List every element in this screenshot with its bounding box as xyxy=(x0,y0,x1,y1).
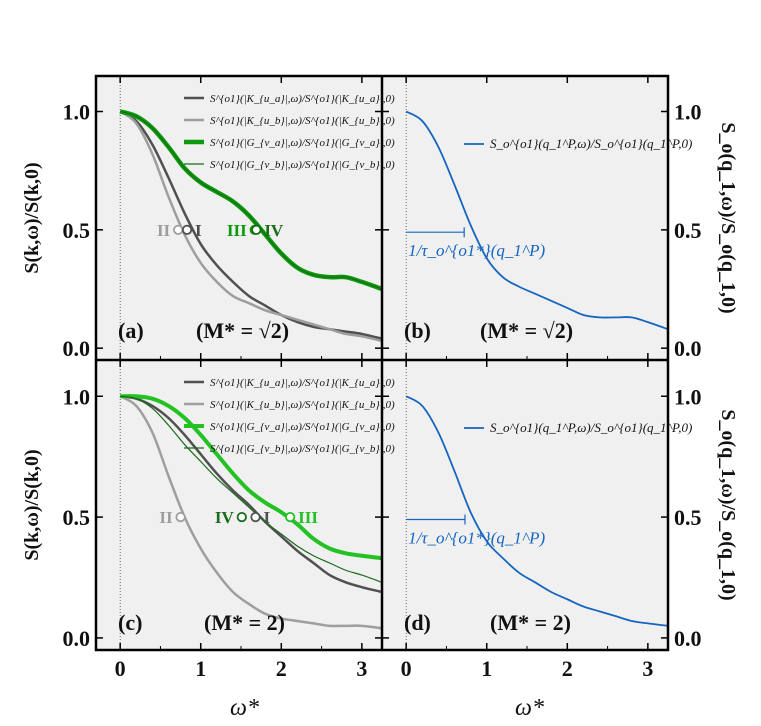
marker-label-IV: IV xyxy=(264,221,284,240)
x-tick-label: 3 xyxy=(356,656,367,681)
marker-label-II: II xyxy=(159,508,173,527)
x-tick-label: 0 xyxy=(115,656,126,681)
marker-circle-I xyxy=(250,511,261,523)
x-tick-label: 3 xyxy=(642,656,653,681)
legend-entry: S^{o1}(|G_{v_b}|,ω)/S^{o1}(|G_{v_b}|,0) xyxy=(210,159,395,171)
intervals: 1/τ_o^{o1*}(q_1^P) 1/τ_o^{o1*}(q_1^P) xyxy=(406,227,545,548)
series-line-0 xyxy=(119,395,382,594)
legend-entry: S^{o1}(|G_{v_b}|,ω)/S^{o1}(|G_{v_b}|,0) xyxy=(210,443,395,455)
legend-entry: S_o^{o1}(q_1^P,ω)/S_o^{o1}(q_1^P,0) xyxy=(490,136,692,151)
series-line-3 xyxy=(120,395,382,583)
curves xyxy=(119,109,668,630)
marker-circle-II xyxy=(175,511,186,523)
x-tick-label: 1 xyxy=(195,656,206,681)
y-tick-label-right: 1.0 xyxy=(674,384,702,409)
y-axis-label-bottom-left: S(k,ω)/S(k,0) xyxy=(21,449,43,560)
legend-entry: S^{o1}(|K_{u_a}|,ω)/S^{o1}(|K_{u_a}|,0) xyxy=(210,93,395,105)
series-line-1 xyxy=(119,110,382,343)
y-tick-label-left: 0.5 xyxy=(63,505,91,530)
panel-annotation-d: (M* = 2) xyxy=(490,610,571,635)
legends: S^{o1}(|K_{u_a}|,ω)/S^{o1}(|K_{u_a}|,0) S… xyxy=(184,93,692,455)
y-tick-label-left: 0.0 xyxy=(63,626,91,651)
legend-entry: S_o^{o1}(q_1^P,ω)/S_o^{o1}(q_1^P,0) xyxy=(490,420,692,435)
marker-circle-IV xyxy=(251,224,262,235)
x-tick-label: 1 xyxy=(481,656,492,681)
panel-curves xyxy=(405,110,668,331)
panel-label-b: (b) xyxy=(404,318,431,343)
legend-entry: S^{o1}(|K_{u_a}|,ω)/S^{o1}(|K_{u_a}|,0) xyxy=(210,377,395,389)
y-tick-label-right: 0.5 xyxy=(674,505,702,530)
series-line-3 xyxy=(120,110,382,290)
marker-label-III: III xyxy=(227,221,247,240)
x-axis-label-left: ω* xyxy=(230,695,259,721)
y-tick-label-left: 0.5 xyxy=(63,218,91,243)
marker-circle-I xyxy=(181,224,193,235)
marker-circle-II xyxy=(173,224,184,235)
marker-label-III: III xyxy=(298,508,318,527)
marker-circle-III xyxy=(285,511,296,523)
y-tick-label-left: 1.0 xyxy=(63,384,91,409)
y-tick-label-right: 1.0 xyxy=(674,100,702,125)
y-tick-label-right: 0.0 xyxy=(674,336,702,361)
x-tick-label: 2 xyxy=(276,656,287,681)
panel-label-d: (d) xyxy=(404,610,431,635)
series-line-2 xyxy=(120,394,382,561)
y-tick-label-right: 0.0 xyxy=(674,626,702,651)
interval-label: 1/τ_o^{o1*}(q_1^P) xyxy=(408,241,545,260)
series-line-1 xyxy=(119,395,382,630)
x-tick-label: 0 xyxy=(401,656,412,681)
y-axis-label-bottom-right: S_o(q_1,ω)/S_o(q_1,0) xyxy=(717,409,739,600)
panel-curves xyxy=(119,394,382,630)
panel-annotation-b: (M* = √2) xyxy=(480,318,573,343)
legend-entry: S^{o1}(|G_{v_a}|,ω)/S^{o1}(|G_{v_a}|,0) xyxy=(210,421,395,433)
panel-curves xyxy=(405,395,668,627)
panel-label-c: (c) xyxy=(118,610,142,635)
zero-lines xyxy=(119,76,407,650)
y-axis-label-top-right: S_o(q_1,ω)/S_o(q_1,0) xyxy=(717,122,739,313)
marker-label-I: I xyxy=(195,221,202,240)
x-axis-label-right: ω* xyxy=(515,695,544,721)
panel-d-background xyxy=(382,360,668,650)
panel-c-background xyxy=(96,360,382,650)
panel-b-background xyxy=(382,76,668,360)
panel-label-a: (a) xyxy=(118,318,144,343)
panel-curves xyxy=(119,109,382,343)
ticks: 0.0 0.5 1.0 0.0 0.5 1.0 0 1 2 3 0.0 0.5 1.0 0 1 2 3 0.0 0.… xyxy=(63,76,702,681)
legend-entry: S^{o1}(|G_{v_a}|,ω)/S^{o1}(|G_{v_a}|,0) xyxy=(210,137,395,149)
series-line-0 xyxy=(405,395,668,627)
y-tick-label-left: 1.0 xyxy=(63,100,91,125)
legend-entry: S^{o1}(|K_{u_b}|,ω)/S^{o1}(|K_{u_b}|,0) xyxy=(210,115,395,127)
y-axis-label-top-left: S(k,ω)/S(k,0) xyxy=(21,162,43,273)
panel-annotation-c: (M* = 2) xyxy=(204,610,285,635)
series-line-0 xyxy=(405,110,668,331)
marker-label-I: I xyxy=(264,508,271,527)
x-tick-label: 2 xyxy=(562,656,573,681)
marker-label-II: II xyxy=(157,221,171,240)
y-tick-label-left: 0.0 xyxy=(63,336,91,361)
marker-label-IV: IV xyxy=(215,508,235,527)
interval-label: 1/τ_o^{o1*}(q_1^P) xyxy=(408,529,545,548)
y-tick-label-right: 0.5 xyxy=(674,218,702,243)
panel-annotation-a: (M* = √2) xyxy=(196,318,289,343)
legend-entry: S^{o1}(|K_{u_b}|,ω)/S^{o1}(|K_{u_b}|,0) xyxy=(210,399,395,411)
marker-circle-IV xyxy=(236,511,247,523)
